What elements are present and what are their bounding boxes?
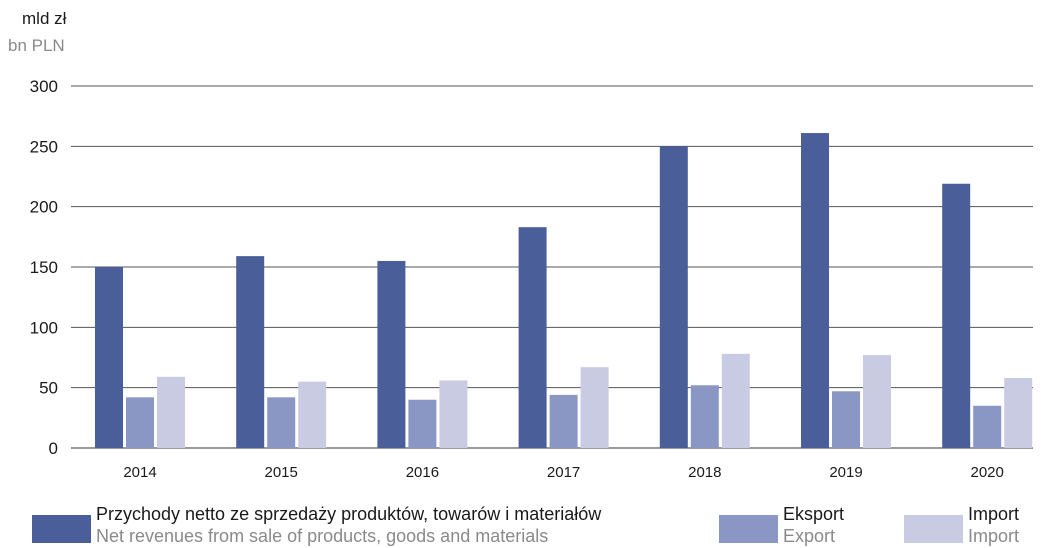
bar-export	[267, 397, 296, 448]
legend-item-export: Eksport Export	[719, 503, 844, 546]
bar-chart: 0 50 100 150 200 250 300 2014 2015 2016 2017 2018 20…	[30, 77, 1033, 481]
legend-label-export: Eksport	[783, 504, 845, 524]
legend-label-import-en: Import	[968, 526, 1020, 546]
bar-import	[580, 367, 609, 448]
y-axis-unit-label-en: bn PLN	[8, 36, 65, 55]
bar-export	[690, 385, 719, 448]
bar-revenue	[95, 267, 123, 448]
x-tick-label: 2016	[406, 464, 439, 481]
bar-revenue	[518, 227, 547, 448]
bar-export	[126, 397, 154, 448]
legend-item-import: Import Import	[904, 503, 1019, 546]
y-tick-label: 150	[30, 258, 58, 277]
legend-swatch-revenue	[32, 515, 91, 543]
y-tick-label: 300	[30, 77, 58, 96]
y-tick-label: 250	[30, 137, 58, 156]
legend-item-revenue: Przychody netto ze sprzedaży produktów, …	[32, 503, 601, 546]
legend-label-import: Import	[968, 504, 1020, 524]
bar-revenue	[377, 260, 406, 448]
legend-label-revenue: Przychody netto ze sprzedaży produktów, …	[96, 504, 602, 524]
legend-label-export-en: Export	[783, 526, 836, 546]
x-tick-label: 2015	[265, 464, 298, 481]
bar-revenue	[659, 146, 688, 449]
x-tick-label: 2018	[688, 464, 721, 481]
bar-revenue	[801, 133, 829, 448]
x-tick-label: 2020	[971, 464, 1004, 481]
bar-export	[832, 391, 860, 448]
legend: Przychody netto ze sprzedaży produktów, …	[0, 503, 1043, 548]
legend-label-revenue-en: Net revenues from sale of products, good…	[96, 526, 549, 546]
bar-import	[863, 355, 891, 448]
y-tick-label: 100	[30, 318, 58, 337]
bar-import	[439, 380, 468, 448]
bar-import	[157, 376, 185, 448]
y-axis-unit-label: mld zł	[22, 9, 67, 28]
bar-revenue	[942, 183, 971, 449]
bar-export	[973, 405, 1002, 448]
bar-export	[549, 394, 578, 448]
bar-import	[298, 381, 327, 448]
x-tick-label: 2017	[547, 464, 580, 481]
bar-export	[408, 399, 437, 448]
x-tick-label: 2019	[829, 464, 862, 481]
legend-swatch-import	[904, 515, 963, 543]
x-tick-label: 2014	[123, 464, 156, 481]
bar-revenue	[236, 256, 265, 448]
legend-swatch-export	[719, 515, 778, 543]
bar-import	[721, 353, 750, 448]
y-tick-label: 200	[30, 198, 58, 217]
bar-import	[1004, 378, 1033, 448]
y-tick-label: 0	[49, 439, 58, 458]
y-tick-label: 50	[39, 379, 58, 398]
